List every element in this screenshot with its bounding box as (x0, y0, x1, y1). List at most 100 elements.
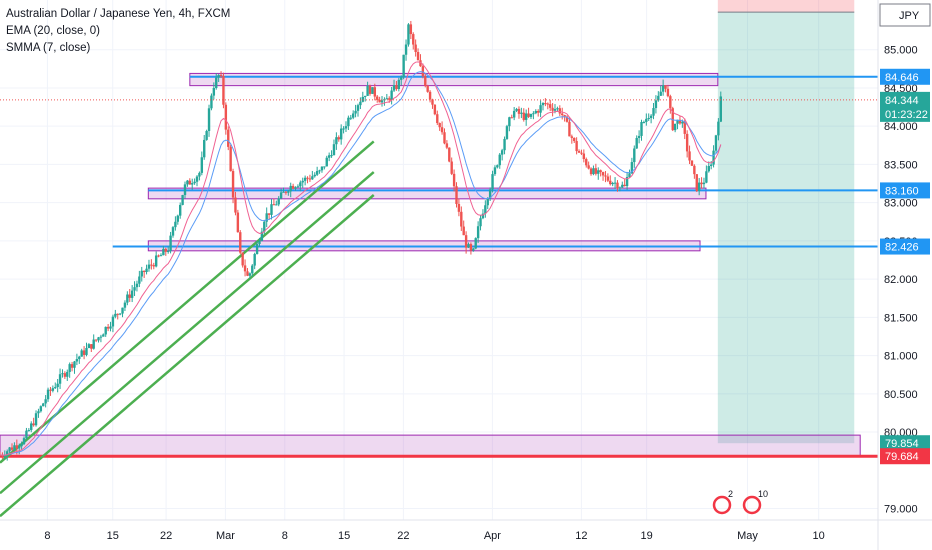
candle-body-136 (325, 157, 328, 167)
candle-body-8 (18, 446, 21, 449)
candle-body-27 (63, 373, 67, 377)
candle-body-289 (693, 165, 696, 175)
candle-body-208 (498, 154, 501, 166)
candle-body-69 (164, 248, 167, 252)
event-badge-icon-1 (742, 495, 762, 515)
candle-body-109 (260, 231, 264, 241)
candle-body-5 (10, 447, 14, 450)
candle-body-87 (207, 108, 211, 131)
candle-body-53 (126, 294, 129, 303)
candle-body-148 (354, 110, 357, 114)
smma-line (0, 61, 722, 456)
candle-body-24 (56, 383, 59, 388)
candle-body-217 (520, 112, 523, 114)
candle-body-179 (428, 91, 432, 100)
candle-body-266 (637, 135, 641, 138)
candle-body-286 (685, 133, 689, 152)
currency-badge: JPY (899, 10, 920, 22)
candle-body-78 (186, 180, 189, 185)
candle-body-224 (536, 111, 540, 113)
candle-body-32 (75, 359, 79, 362)
candle-body-295 (707, 166, 710, 172)
candle-body-37 (87, 344, 91, 348)
candle-body-281 (673, 123, 677, 131)
candle-body-288 (690, 160, 694, 166)
candle-body-58 (138, 276, 141, 284)
candle-body-68 (162, 248, 165, 256)
y-tick-label-9: 80.500 (884, 389, 918, 401)
candle-body-129 (308, 178, 312, 180)
candle-body-15 (34, 413, 38, 426)
candle-body-126 (301, 180, 304, 183)
candle-body-188 (450, 161, 453, 174)
candle-body-296 (709, 164, 713, 167)
candle-body-234 (561, 113, 564, 115)
candle-body-183 (438, 123, 441, 128)
candle-body-4 (8, 447, 11, 452)
candle-body-23 (54, 387, 57, 389)
candle-body-279 (669, 96, 672, 109)
candle-body-49 (116, 313, 119, 315)
candle-body-131 (313, 174, 316, 177)
candle-body-85 (203, 139, 206, 158)
candle-body-260 (623, 184, 626, 187)
candle-body-204 (488, 189, 492, 199)
candle-body-294 (705, 171, 708, 183)
candle-body-197 (472, 248, 475, 251)
candle-body-231 (553, 109, 557, 111)
candle-body-164 (392, 85, 396, 91)
candle-body-243 (582, 153, 586, 160)
candle-body-19 (44, 399, 47, 404)
candle-body-14 (32, 423, 35, 426)
candle-body-46 (109, 326, 112, 329)
candle-body-238 (570, 136, 574, 138)
candle-body-241 (577, 151, 581, 153)
legend: Australian Dollar / Japanese Yen, 4h, FX… (6, 6, 230, 57)
candle-body-7 (15, 445, 19, 449)
candle-body-240 (575, 141, 578, 152)
y-tick-label-4: 83.000 (884, 198, 918, 210)
candle-body-106 (253, 254, 256, 266)
candle-body-80 (191, 183, 194, 185)
candle-body-84 (200, 157, 204, 173)
candle-body-210 (503, 138, 506, 151)
candle-body-33 (78, 356, 81, 360)
candle-body-63 (150, 264, 153, 266)
candle-body-230 (551, 107, 554, 111)
x-tick-label-11: 10 (813, 530, 825, 542)
x-tick-label-7: Apr (484, 530, 501, 542)
candle-body-43 (102, 334, 105, 337)
candle-body-165 (395, 85, 398, 90)
y-tick-label-11: 79.000 (884, 504, 918, 516)
candle-body-154 (368, 85, 372, 94)
candle-body-175 (419, 60, 422, 67)
candle-body-173 (414, 44, 417, 52)
candle-body-272 (652, 108, 655, 116)
price-label-5: 82.426 (885, 242, 919, 254)
ema-indicator-label[interactable]: EMA (20, close, 0) (6, 25, 100, 37)
candle-body-169 (404, 44, 408, 55)
channel-line-1 (0, 171, 375, 495)
candle-body-55 (130, 290, 134, 298)
candle-body-147 (351, 113, 355, 118)
smma-indicator-label[interactable]: SMMA (7, close) (6, 42, 91, 54)
candle-body-118 (282, 191, 285, 193)
candle-body-30 (70, 364, 74, 368)
candle-body-256 (613, 182, 617, 184)
candle-body-282 (676, 119, 679, 124)
x-tick-label-6: 22 (397, 530, 409, 542)
candle-body-198 (474, 238, 477, 249)
candle-body-31 (73, 361, 76, 368)
candle-body-187 (448, 147, 451, 162)
candle-body-150 (359, 101, 362, 106)
event-badge-count-1: 10 (758, 489, 768, 499)
candle-body-73 (174, 221, 177, 228)
symbol-title[interactable]: Australian Dollar / Japanese Yen, 4h, FX… (6, 8, 231, 20)
candle-body-83 (198, 172, 201, 177)
x-tick-label-5: 15 (338, 530, 350, 542)
candle-body-278 (666, 88, 670, 97)
price-label-bg-3 (880, 105, 930, 122)
candle-body-277 (664, 85, 667, 89)
candle-body-220 (527, 113, 530, 117)
